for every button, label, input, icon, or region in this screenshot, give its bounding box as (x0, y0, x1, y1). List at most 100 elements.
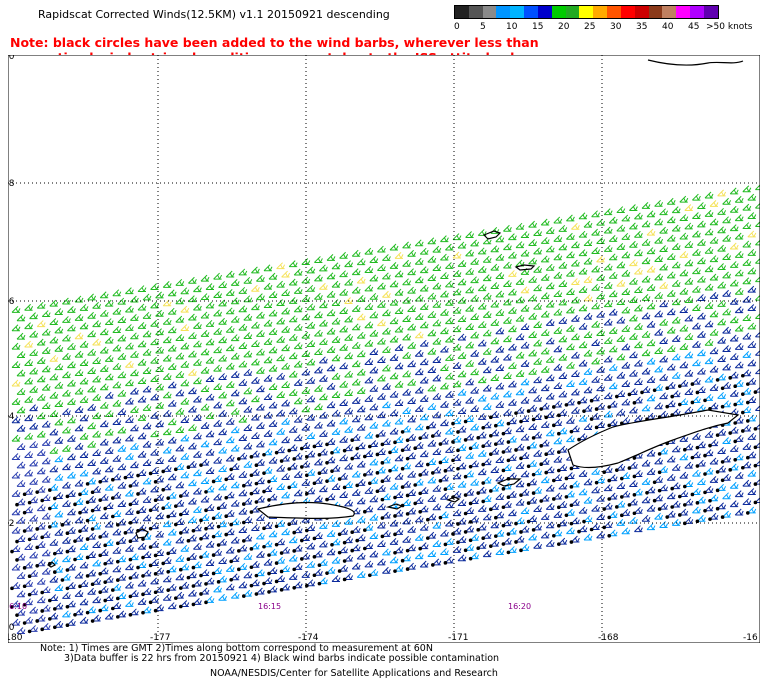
wind-barb (16, 424, 26, 432)
contamination-dot (426, 517, 430, 522)
wind-barb (717, 207, 727, 215)
wind-barb (79, 414, 89, 422)
wind-barb (477, 468, 487, 476)
contamination-dot (519, 456, 523, 461)
wind-barb (256, 422, 265, 429)
wind-barb (578, 359, 588, 367)
contamination-dot (690, 382, 695, 386)
contamination-dot (632, 474, 637, 479)
wind-barb (243, 405, 253, 413)
wind-barb (445, 317, 454, 325)
contamination-dot (405, 438, 410, 443)
wind-barb (364, 247, 374, 255)
wind-barb (553, 253, 563, 261)
wind-barb (167, 565, 177, 573)
contamination-dot (632, 493, 637, 497)
contamination-dot (330, 450, 334, 455)
contamination-dot (501, 505, 506, 510)
contamination-dot (476, 491, 481, 495)
wind-barb (29, 533, 39, 540)
wind-barb (629, 516, 638, 524)
wind-barb (697, 220, 706, 228)
wind-barb (704, 375, 714, 383)
wind-barb (150, 430, 160, 438)
wind-barb (571, 259, 580, 267)
wind-barb (414, 441, 424, 449)
contamination-dot (451, 421, 455, 426)
wind-barb (79, 469, 89, 477)
wind-barb (16, 351, 26, 359)
wind-barb (407, 305, 417, 312)
wind-barb (440, 382, 449, 390)
wind-barb (419, 303, 429, 310)
wind-barb (276, 299, 286, 306)
contamination-dot (65, 604, 70, 609)
wind-barb (326, 272, 336, 280)
wind-barb (364, 505, 374, 513)
wind-barb (193, 450, 202, 458)
wind-barb (319, 393, 328, 401)
wind-barb (742, 424, 752, 432)
wind-barb (339, 399, 349, 406)
wind-barb (482, 384, 492, 392)
wind-barb (558, 408, 568, 416)
wind-barb (49, 465, 59, 473)
contamination-dot (287, 485, 292, 490)
footer-note-1: Note: 1) Times are GMT 2)Times along bot… (40, 643, 433, 654)
contamination-dot (161, 561, 165, 566)
wind-barb (36, 320, 46, 328)
wind-barb (162, 557, 172, 564)
wind-barb (92, 357, 102, 364)
contamination-dot (481, 499, 486, 504)
contamination-dot (620, 495, 624, 499)
wind-barb (326, 401, 336, 409)
wind-barb (238, 581, 248, 589)
wind-barb (566, 508, 575, 516)
wind-barb (369, 311, 379, 319)
wind-barb (142, 606, 152, 614)
wind-barb (87, 440, 97, 448)
wind-barb (646, 376, 656, 383)
wind-barb (369, 421, 379, 429)
contamination-dot (443, 487, 448, 492)
wind-barb (470, 368, 480, 376)
contamination-dot (249, 491, 254, 496)
contamination-dot (388, 450, 392, 455)
wind-barb (281, 436, 291, 444)
wind-barb (87, 514, 97, 522)
wind-barb (62, 371, 71, 379)
wind-speed-legend: 0 5 10 15 20 25 30 35 40 45 >50 knots (454, 5, 753, 36)
wind-barb (432, 356, 442, 364)
wind-barb (528, 404, 538, 412)
wind-barb (566, 288, 575, 295)
wind-barb (377, 264, 386, 271)
wind-barb (377, 356, 386, 363)
wind-barb (533, 394, 543, 402)
wind-barb (596, 218, 606, 226)
contamination-dot (136, 473, 140, 478)
contamination-dot (514, 540, 518, 544)
contamination-dot (337, 569, 342, 573)
contamination-dot (342, 577, 347, 582)
contamination-dot (249, 565, 254, 570)
wind-barb (314, 403, 323, 411)
wind-barb (742, 479, 752, 487)
wind-barb (331, 354, 341, 362)
wind-barb (62, 297, 71, 305)
wind-barb (377, 448, 386, 455)
wind-barb (369, 513, 379, 521)
contamination-dot (494, 442, 498, 446)
contamination-dot (569, 429, 574, 434)
wind-barb (591, 302, 601, 310)
wind-barb (339, 380, 349, 388)
wind-barb (339, 288, 349, 296)
wind-barb (747, 451, 757, 459)
wind-barb (659, 502, 669, 510)
contamination-dot (292, 549, 297, 553)
wind-barb (200, 311, 210, 319)
contamination-dot (531, 491, 536, 495)
wind-barb (238, 434, 248, 442)
wind-barb (679, 250, 689, 258)
wind-barb (729, 316, 739, 324)
wind-barb (382, 530, 391, 537)
